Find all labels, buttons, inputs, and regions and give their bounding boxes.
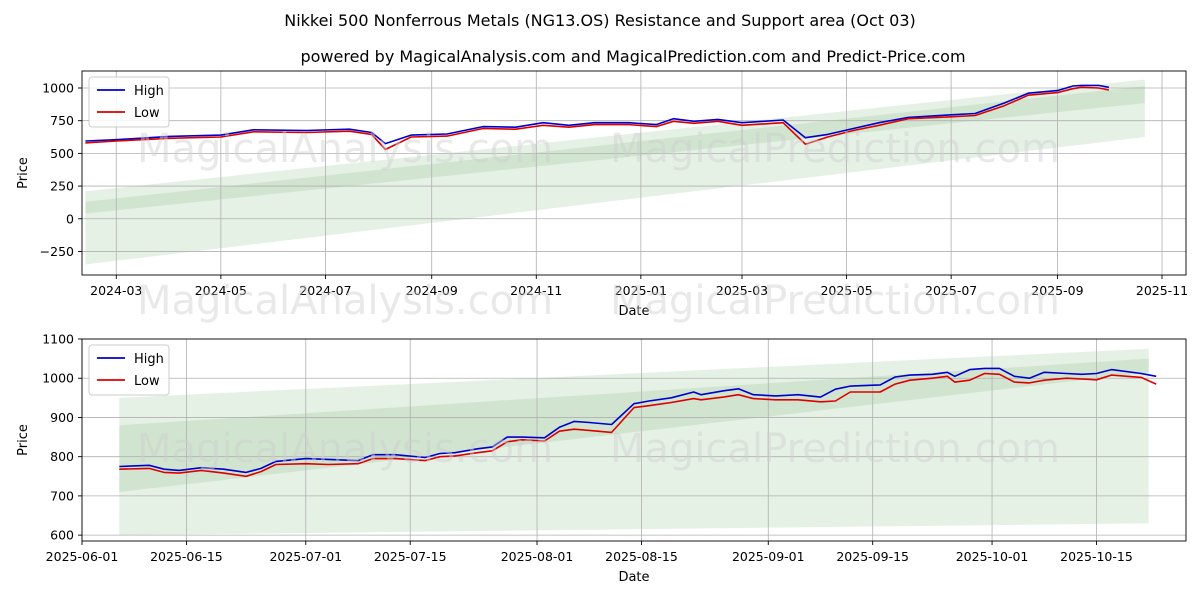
x-tick-label: 2024-11 xyxy=(510,283,562,298)
x-tick-label: 2025-05 xyxy=(820,283,872,298)
x-tick-label: 2025-07 xyxy=(925,283,977,298)
x-tick-label: 2025-11 xyxy=(1136,283,1188,298)
x-tick-label: 2025-09 xyxy=(1031,283,1083,298)
watermark-magicalanalysis-mid: MagicalAnalysis.com xyxy=(137,278,553,324)
x-tick-label: 2025-07-15 xyxy=(374,549,447,564)
axes-frame xyxy=(81,70,1187,276)
watermark-magicalprediction-mid: MagicalPrediction.com xyxy=(610,278,1060,324)
support-resistance-band xyxy=(119,348,1149,536)
y-tick-label: 900 xyxy=(50,410,74,425)
high-series-line xyxy=(119,367,1157,474)
x-tick-label: 2024-07 xyxy=(299,283,351,298)
x-axis-label: Date xyxy=(618,570,649,585)
axes-frame xyxy=(81,338,1187,542)
legend-label-high: High xyxy=(134,352,164,367)
y-tick-label: 600 xyxy=(50,528,74,543)
x-tick-label: 2025-09-15 xyxy=(836,549,909,564)
x-tick-label: 2025-10-15 xyxy=(1060,549,1133,564)
y-axis-label: Price xyxy=(16,157,31,189)
low-series-line xyxy=(85,86,1110,151)
watermark-layer: MagicalAnalysis.com MagicalPrediction.co… xyxy=(137,126,1060,472)
watermark-magicalanalysis-bottom: MagicalAnalysis.com xyxy=(137,426,553,472)
x-tick-label: 2025-06-15 xyxy=(150,549,223,564)
x-tick-label: 2025-07-01 xyxy=(269,549,342,564)
y-tick-label: 700 xyxy=(50,488,74,503)
x-tick-label: 2025-06-01 xyxy=(46,549,119,564)
legend-label-high: High xyxy=(134,84,164,99)
watermark-magicalanalysis-top: MagicalAnalysis.com xyxy=(137,126,553,172)
chart-title: Nikkei 500 Nonferrous Metals (NG13.OS) R… xyxy=(284,11,916,30)
y-tick-label: 250 xyxy=(50,179,74,194)
y-tick-label: 1100 xyxy=(42,332,74,347)
legend-label-low: Low xyxy=(134,106,160,121)
y-tick-label: 500 xyxy=(50,146,74,161)
watermark-magicalprediction-bottom: MagicalPrediction.com xyxy=(610,426,1060,472)
x-tick-label: 2025-03 xyxy=(716,283,768,298)
chart-subtitle: powered by MagicalAnalysis.com and Magic… xyxy=(300,47,965,66)
y-tick-label: 1000 xyxy=(42,81,74,96)
x-axis-label: Date xyxy=(618,304,649,319)
y-tick-label: 750 xyxy=(50,113,74,128)
high-series-line xyxy=(85,84,1110,145)
top-chart-panel: −250 0 250 500 750 1000 2024-03 2024-05 2024-07 2… xyxy=(16,70,1188,319)
y-tick-label: −250 xyxy=(40,244,74,259)
y-tick-label: 1000 xyxy=(42,371,74,386)
x-tick-label: 2024-03 xyxy=(90,283,142,298)
y-axis-label: Price xyxy=(16,424,31,456)
x-tick-label: 2025-01 xyxy=(615,283,667,298)
x-tick-label: 2025-08-15 xyxy=(605,549,678,564)
y-tick-label: 800 xyxy=(50,449,74,464)
x-tick-label: 2024-05 xyxy=(195,283,247,298)
x-tick-label: 2025-09-01 xyxy=(732,549,805,564)
legend-label-low: Low xyxy=(134,374,160,389)
y-tick-label: 0 xyxy=(66,211,74,226)
x-tick-label: 2024-09 xyxy=(406,283,458,298)
x-tick-label: 2025-10-01 xyxy=(956,549,1029,564)
low-series-line xyxy=(119,372,1157,478)
support-resistance-band xyxy=(85,86,1145,214)
watermark-magicalprediction-top: MagicalPrediction.com xyxy=(610,126,1060,172)
x-tick-label: 2025-08-01 xyxy=(501,549,574,564)
bottom-chart-panel: 600 700 800 900 1000 1100 2025-06-01 2025-06-15… xyxy=(16,332,1187,585)
